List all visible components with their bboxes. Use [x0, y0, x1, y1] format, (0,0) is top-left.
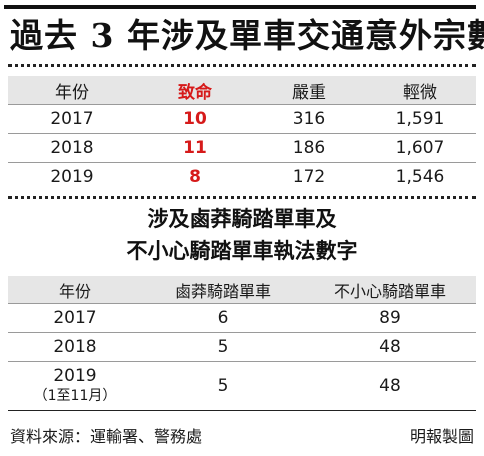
section-subtitle-line1: 涉及鹵莽騎踏單車及: [147, 206, 337, 231]
page-title: 過去 3 年涉及單車交通意外宗數: [10, 16, 484, 55]
cell-serious: 316: [254, 104, 364, 134]
cell-year: 2018: [8, 133, 136, 163]
period-note: （1至11月）: [33, 388, 117, 404]
cell-year: 2019: [8, 162, 136, 191]
table-row: 2018 5 48: [8, 332, 476, 362]
cell-serious: 172: [254, 162, 364, 191]
cell-fatal: 8: [136, 162, 254, 191]
cell-reckless: 6: [142, 303, 304, 333]
cell-year-range: 2019 （1至11月）: [8, 361, 142, 411]
footer: 資料來源：運輸署、警務處 明報製圖: [10, 426, 474, 448]
table-header-row: 年份 鹵莽騎踏單車 不小心騎踏單車: [8, 276, 476, 304]
table-row: 2017 10 316 1,591: [8, 104, 476, 134]
cell-year: 2017: [8, 303, 142, 333]
header-slight: 輕微: [364, 76, 476, 105]
cell-year: 2018: [8, 332, 142, 362]
table-row: 2019 （1至11月） 5 48: [8, 361, 476, 411]
cell-careless: 89: [304, 303, 476, 333]
dotted-divider: [8, 64, 476, 67]
cell-serious: 186: [254, 133, 364, 163]
cell-reckless: 5: [142, 332, 304, 362]
header-reckless: 鹵莽騎踏單車: [142, 276, 304, 304]
section-subtitle-line2: 不小心騎踏單車執法數字: [126, 238, 358, 263]
cell-slight: 1,591: [364, 104, 476, 134]
header-fatal: 致命: [136, 76, 254, 105]
cell-fatal: 10: [136, 104, 254, 134]
table-header-row: 年份 致命 嚴重 輕微: [8, 76, 476, 105]
cell-year: 2017: [8, 104, 136, 134]
dotted-divider: [8, 196, 476, 199]
cell-fatal: 11: [136, 133, 254, 163]
table-row: 2019 8 172 1,546: [8, 162, 476, 191]
header-serious: 嚴重: [254, 76, 364, 105]
year-label: 2019: [53, 366, 97, 386]
source-note: 資料來源：運輸署、警務處: [10, 427, 203, 446]
header-year: 年份: [8, 76, 136, 105]
cell-careless: 48: [304, 361, 476, 411]
cell-slight: 1,607: [364, 133, 476, 163]
header-careless: 不小心騎踏單車: [304, 276, 476, 304]
enforcement-table: 年份 鹵莽騎踏單車 不小心騎踏單車 2017 6 89 2018 5 48 20…: [8, 276, 476, 411]
table-row: 2017 6 89: [8, 303, 476, 333]
cell-reckless: 5: [142, 361, 304, 411]
cell-careless: 48: [304, 332, 476, 362]
cell-slight: 1,546: [364, 162, 476, 191]
credit-label: 明報製圖: [409, 427, 474, 446]
top-rule: [4, 5, 476, 9]
table-row: 2018 11 186 1,607: [8, 133, 476, 163]
accidents-table: 年份 致命 嚴重 輕微 2017 10 316 1,591 2018 11 18…: [8, 76, 476, 191]
header-year: 年份: [8, 276, 142, 304]
